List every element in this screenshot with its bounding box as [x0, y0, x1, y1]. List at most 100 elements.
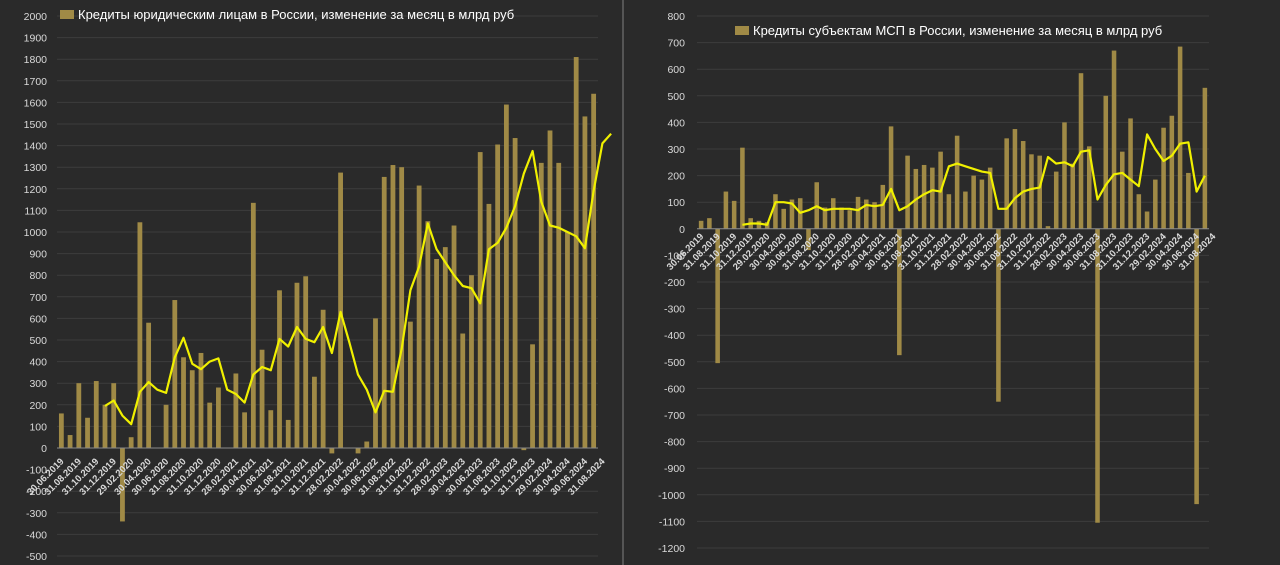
bar [707, 218, 712, 229]
bar [172, 300, 178, 448]
bar [93, 381, 99, 448]
bar [855, 196, 861, 229]
bar [1111, 50, 1117, 229]
y-tick-label: 600 [667, 64, 685, 76]
corporate-loans-chart: -500 -400 -300 -200 -100 0 100 200 300 400 500 600 7… [24, 7, 612, 563]
y-tick-label: 1900 [24, 33, 48, 45]
bar [1029, 154, 1034, 229]
y-tick-label: 1600 [24, 97, 48, 109]
bar [1153, 179, 1158, 229]
bar [259, 349, 265, 448]
bar [312, 376, 317, 448]
bar [85, 417, 90, 448]
bar [268, 410, 274, 448]
y-tick-label: 500 [29, 335, 47, 347]
y-tick-label: 700 [29, 292, 47, 304]
bar [442, 247, 448, 448]
series-line [742, 133, 1206, 226]
y-tick-label: 200 [29, 400, 47, 412]
bar [1144, 211, 1150, 229]
y-tick-label: -300 [26, 508, 47, 520]
bar [1169, 115, 1175, 229]
sme-loans-chart: -1200-1100-1000-900-800-700-600-500-400-… [658, 11, 1219, 555]
bar [1103, 95, 1109, 229]
bar [76, 383, 82, 448]
bar [971, 175, 976, 229]
bar [582, 116, 588, 448]
y-tick-label: -1000 [658, 490, 685, 502]
bar [1004, 138, 1009, 229]
bar [1045, 226, 1051, 229]
bar [163, 404, 169, 448]
y-tick-label: -400 [26, 529, 47, 541]
bar [897, 228, 902, 356]
bar [495, 144, 501, 448]
y-tick-label: -500 [664, 357, 685, 369]
bar [756, 220, 762, 229]
panel-divider [622, 0, 624, 565]
bar [954, 135, 960, 229]
bar [731, 200, 737, 229]
bar [1194, 228, 1199, 505]
bar [864, 199, 869, 229]
bar [320, 309, 326, 448]
y-tick-label: 800 [667, 11, 685, 23]
bar [120, 448, 125, 522]
y-tick-label: 100 [667, 197, 685, 209]
bar [1161, 127, 1166, 229]
bar [987, 167, 993, 229]
bar [573, 57, 579, 448]
legend-label: Кредиты юридическим лицам в России, изме… [78, 7, 514, 22]
bar [1202, 87, 1208, 229]
bar [565, 232, 570, 448]
bar [486, 203, 492, 448]
legend-label: Кредиты субъектам МСП в России, изменени… [753, 23, 1162, 38]
bar [1020, 141, 1026, 229]
y-tick-label: 400 [667, 117, 685, 129]
y-tick-label: 1000 [24, 227, 48, 239]
y-tick-label: -100 [664, 250, 685, 262]
bar [407, 321, 413, 448]
y-tick-label: -300 [664, 304, 685, 316]
bar [146, 322, 152, 448]
bar [503, 104, 509, 448]
y-tick-label: 1400 [24, 141, 48, 153]
bar [460, 333, 466, 448]
y-tick-label: -200 [26, 486, 47, 498]
bar [1136, 194, 1142, 229]
bar [806, 228, 811, 251]
bar [294, 282, 300, 448]
y-tick-label: 0 [41, 443, 47, 455]
bar [698, 220, 704, 229]
bar [128, 437, 134, 448]
y-tick-label: 2000 [24, 11, 48, 23]
y-tick-label: 800 [29, 270, 47, 282]
y-tick-label: 100 [29, 421, 47, 433]
bar [822, 207, 828, 229]
bar [538, 162, 544, 448]
bar [1186, 172, 1191, 229]
legend-swatch [735, 26, 749, 35]
bar [469, 275, 474, 448]
bar [364, 441, 370, 448]
bar [1128, 118, 1133, 229]
y-tick-label: 1500 [24, 119, 48, 131]
y-tick-label: 500 [667, 91, 685, 103]
bar [740, 147, 745, 229]
bar [242, 412, 248, 448]
bar [512, 138, 518, 449]
bar [905, 155, 910, 229]
y-tick-label: -1200 [658, 543, 685, 555]
bar [181, 357, 186, 448]
bar [338, 172, 343, 448]
bar [233, 373, 239, 448]
bar [1012, 129, 1018, 229]
legend: Кредиты юридическим лицам в России, изме… [60, 7, 514, 22]
bar [781, 208, 786, 229]
y-tick-label: 1800 [24, 54, 48, 66]
y-tick-label: 0 [679, 224, 685, 236]
y-tick-label: 900 [29, 249, 47, 261]
bar [556, 162, 562, 448]
bar [830, 198, 836, 229]
